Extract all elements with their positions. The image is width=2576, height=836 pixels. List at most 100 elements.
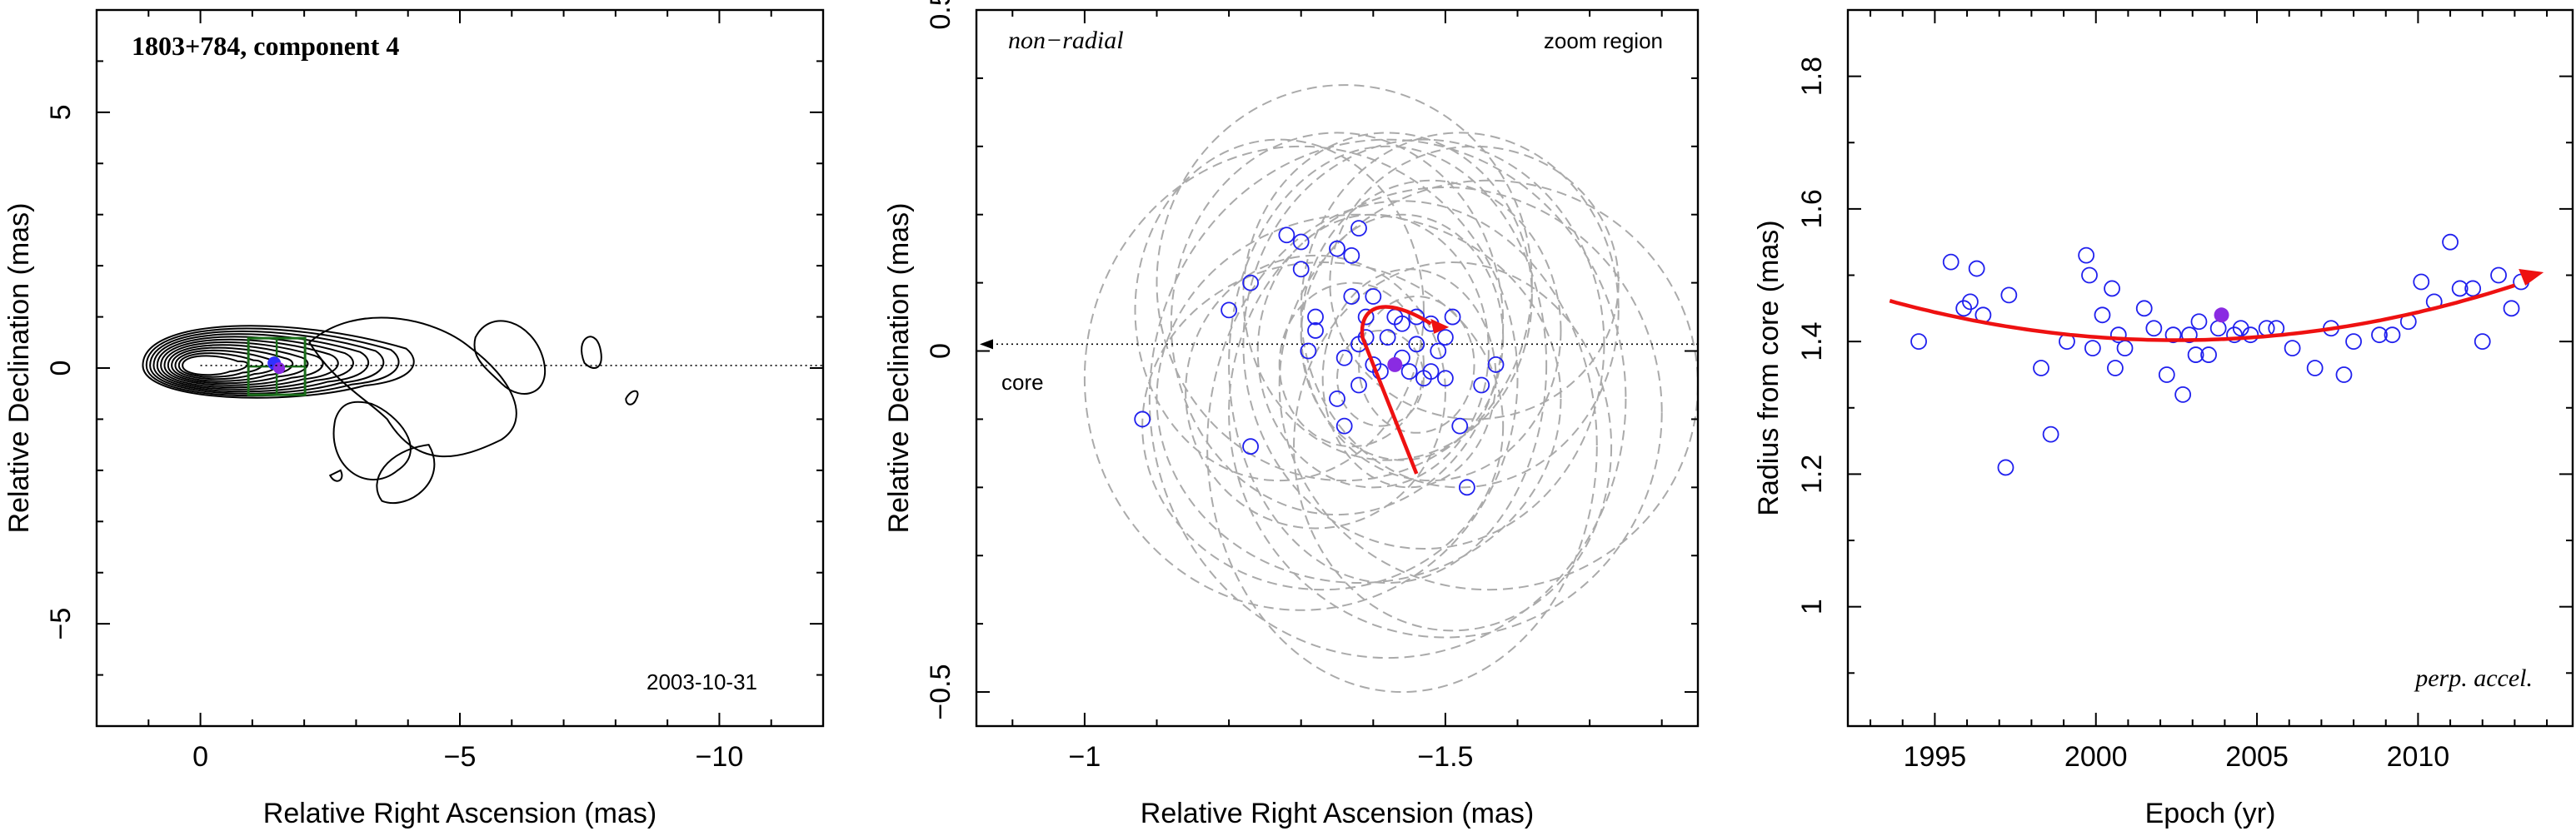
error-ellipse [1242, 132, 1533, 461]
error-ellipse [1228, 186, 1663, 639]
data-point [1343, 246, 1360, 264]
panel-contour-map: 0 −5 −10 −5 0 5 1803+784, component 4 2003-10… [3, 8, 825, 829]
data-point [2371, 326, 2388, 344]
data-point [1278, 226, 1295, 244]
data-point [2180, 326, 2198, 344]
x-tick-label: −1.5 [1417, 741, 1473, 773]
data-point [2187, 346, 2204, 363]
error-ellipse [1134, 138, 1425, 482]
data-point [1292, 233, 1310, 251]
contour-lines [142, 316, 639, 505]
error-ellipse [1141, 261, 1505, 591]
data-point [2464, 280, 2482, 297]
y-tick-label: 0 [45, 361, 77, 376]
data-point [2413, 273, 2430, 291]
contour-level [142, 325, 415, 399]
tick-marks: 0 −5 −10 −5 0 5 [45, 10, 823, 773]
error-ellipse [1185, 254, 1446, 530]
core-arrowhead [980, 339, 993, 350]
data-point [1962, 293, 1979, 311]
perp-accel-label: perp. accel. [2414, 664, 2533, 692]
error-ellipse [1228, 145, 1548, 584]
error-ellipse [1357, 296, 1475, 434]
data-point [1365, 288, 1382, 305]
data-point [2306, 360, 2324, 376]
contour-level [156, 336, 354, 391]
component-marker-highlight [273, 362, 286, 375]
fit-curve-arrowhead [2519, 268, 2544, 286]
data-point [2084, 340, 2101, 357]
y-tick-label: 1.2 [1796, 455, 1828, 494]
contour-level [473, 320, 546, 395]
data-point [1955, 300, 1973, 317]
data-point [2345, 333, 2362, 351]
y-tick-label: 0.5 [925, 0, 956, 30]
data-point [1365, 356, 1382, 373]
data-point [2033, 360, 2049, 376]
data-point [2209, 320, 2227, 337]
data-point [1473, 376, 1490, 394]
y-axis-label: Relative Declination (mas) [883, 203, 915, 534]
trajectory-path [1360, 305, 1432, 475]
data-point [1451, 417, 1469, 435]
trajectory-arrowhead [1430, 318, 1450, 334]
fit-curve-line [1889, 283, 2516, 342]
x-tick-label: −1 [1069, 741, 1101, 773]
data-point [1307, 322, 1324, 339]
y-tick-label: 1.8 [1796, 57, 1828, 96]
error-ellipses [1083, 84, 1699, 694]
data-point [2242, 326, 2259, 344]
x-axis-label: Relative Right Ascension (mas) [263, 798, 656, 829]
data-point [1942, 253, 1959, 271]
x-axis-label: Epoch (yr) [2145, 798, 2276, 829]
y-axis-label: Radius from core (mas) [1753, 220, 1785, 515]
data-point [2000, 286, 2018, 304]
plot-frame [1846, 8, 2574, 728]
plot-frame [975, 8, 1700, 728]
contour-level [177, 352, 264, 378]
data-point [1458, 479, 1475, 496]
contour-level [149, 330, 385, 395]
non-radial-label: non−radial [1008, 27, 1124, 54]
epoch-label: 2003-10-31 [646, 669, 757, 694]
x-tick-label: 0 [192, 741, 208, 773]
error-ellipse [1293, 261, 1613, 632]
data-point [2145, 320, 2163, 337]
contour-level [145, 327, 400, 397]
data-point [2107, 360, 2124, 376]
data-point [1221, 301, 1237, 319]
error-ellipse [1242, 138, 1605, 550]
error-ellipse [1083, 145, 1519, 611]
panel-radius-vs-epoch: 1995 2000 2005 2010 1 1.2 1.4 1.6 1.8 perp. acce… [1753, 8, 2574, 829]
y-tick-label: 0 [925, 343, 956, 359]
data-point [1329, 390, 1345, 407]
data-point [1335, 417, 1353, 435]
error-ellipse [1148, 138, 1627, 659]
x-tick-label: 2010 [2387, 741, 2450, 773]
error-ellipse [1336, 329, 1425, 427]
x-tick-label: −10 [696, 741, 744, 773]
data-point [2109, 326, 2127, 344]
y-axis-label: Relative Declination (mas) [3, 203, 35, 534]
x-tick-label: −5 [444, 741, 477, 773]
contour-level [182, 355, 248, 376]
data-point [1343, 288, 1360, 305]
data-point [2442, 233, 2459, 251]
contour-level [376, 444, 436, 505]
data-point [1422, 363, 1440, 380]
data-point [1329, 240, 1345, 257]
x-axis-label: Relative Right Ascension (mas) [1141, 798, 1534, 829]
error-ellipse [1278, 281, 1425, 448]
panel-title: 1803+784, component 4 [132, 31, 399, 61]
data-point [2451, 280, 2469, 297]
x-tick-label: 1995 [1904, 741, 1967, 773]
contour-level [152, 333, 369, 393]
data-point [1444, 308, 1461, 326]
component-box [247, 336, 307, 396]
data-point [2174, 386, 2192, 403]
fit-curve [1889, 268, 2544, 342]
data-point [1968, 260, 1985, 277]
contour-level [581, 336, 602, 369]
plot-frame [95, 8, 825, 728]
tick-marks: −1 −1.5 −0.5 0 0.5 [925, 0, 1698, 773]
